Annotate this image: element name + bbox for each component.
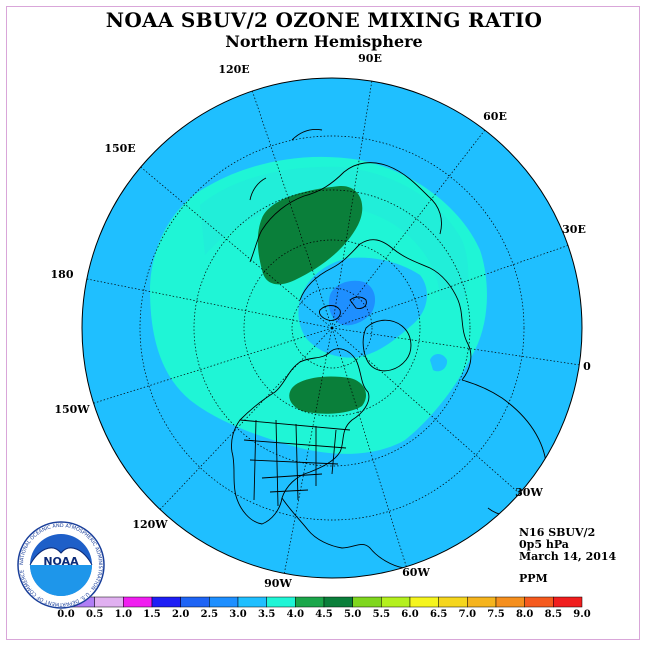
color-scale-label: 1.0 bbox=[114, 609, 133, 620]
color-scale-bar bbox=[65, 596, 583, 608]
color-scale-label: 1.5 bbox=[143, 609, 161, 620]
ozone-max-canada bbox=[289, 376, 366, 414]
lon-label-150e: 150E bbox=[104, 142, 135, 155]
color-scale-label: 2.5 bbox=[200, 609, 219, 620]
color-scale-segment bbox=[180, 596, 210, 608]
noaa-logo: NOAA NATIONAL OCEANIC AND ATMOSPHERIC AD… bbox=[17, 521, 105, 609]
color-scale-segment bbox=[467, 596, 497, 608]
page-subtitle: Northern Hemisphere bbox=[225, 32, 423, 51]
color-scale-segment bbox=[209, 596, 239, 608]
plot-info: N16 SBUV/2 0p5 hPa March 14, 2014 PPM bbox=[519, 527, 616, 585]
color-scale-label: 8.0 bbox=[515, 609, 534, 620]
lon-label-150w: 150W bbox=[54, 403, 90, 416]
color-scale-label: 6.0 bbox=[401, 609, 419, 620]
color-scale-segment bbox=[553, 596, 583, 608]
color-scale-segment bbox=[295, 596, 325, 608]
ozone-min-europe bbox=[430, 354, 448, 372]
color-scale-segment bbox=[237, 596, 267, 608]
noaa-logo-text: NOAA bbox=[43, 555, 79, 568]
color-scale-segment bbox=[266, 596, 296, 608]
color-scale-label: 8.5 bbox=[544, 609, 563, 620]
parallels bbox=[139, 135, 525, 521]
color-scale-segment bbox=[352, 596, 382, 608]
lon-label-90e: 90E bbox=[358, 52, 382, 65]
color-scale-label: 2.0 bbox=[171, 609, 190, 620]
lon-label-120e: 120E bbox=[218, 63, 249, 76]
color-scale-label: 0.5 bbox=[85, 609, 104, 620]
color-scale-segment bbox=[151, 596, 181, 608]
color-scale-label: 9.0 bbox=[573, 609, 591, 620]
lon-label-0: 0 bbox=[583, 360, 591, 373]
color-scale-label: 4.5 bbox=[315, 609, 333, 620]
longitude-labels: 90E 60E 30E 0 30W 60W 90W 120W 150W 180 … bbox=[51, 52, 592, 590]
lon-label-60e: 60E bbox=[483, 110, 507, 123]
color-scale-segment bbox=[409, 596, 439, 608]
date-label: March 14, 2014 bbox=[519, 550, 617, 563]
ozone-max-siberia bbox=[257, 185, 363, 285]
color-scale-label: 7.5 bbox=[487, 609, 505, 620]
color-scale-segment bbox=[438, 596, 468, 608]
color-scale-segment bbox=[123, 596, 153, 608]
figure-frame bbox=[6, 6, 640, 640]
color-scale-label: 3.5 bbox=[257, 609, 276, 620]
lon-label-90w: 90W bbox=[264, 577, 292, 590]
meridians bbox=[82, 78, 581, 576]
color-scale-label: 6.5 bbox=[429, 609, 448, 620]
lon-label-120w: 120W bbox=[132, 518, 168, 531]
color-scale-label: 5.0 bbox=[343, 609, 362, 620]
ozone-contour-3p5-rim bbox=[200, 166, 469, 300]
pressure-level-label: 0p5 hPa bbox=[519, 538, 569, 551]
color-scale-segment bbox=[524, 596, 554, 608]
lon-label-180: 180 bbox=[51, 268, 74, 281]
lon-label-30w: 30W bbox=[515, 486, 543, 499]
units-label: PPM bbox=[519, 572, 548, 585]
lon-label-30e: 30E bbox=[562, 223, 586, 236]
color-scale-segment bbox=[381, 596, 411, 608]
color-scale-segment bbox=[323, 596, 353, 608]
instrument-label: N16 SBUV/2 bbox=[519, 526, 596, 539]
color-scale-label: 3.0 bbox=[229, 609, 247, 620]
color-scale-label: 4.0 bbox=[286, 609, 305, 620]
lon-label-60w: 60W bbox=[402, 566, 430, 579]
color-scale-segment bbox=[495, 596, 525, 608]
color-scale-label: 0.0 bbox=[57, 609, 75, 620]
color-scale-label: 5.5 bbox=[372, 609, 391, 620]
page-title: NOAA SBUV/2 OZONE MIXING RATIO bbox=[105, 8, 543, 32]
color-scale-label: 7.0 bbox=[458, 609, 477, 620]
